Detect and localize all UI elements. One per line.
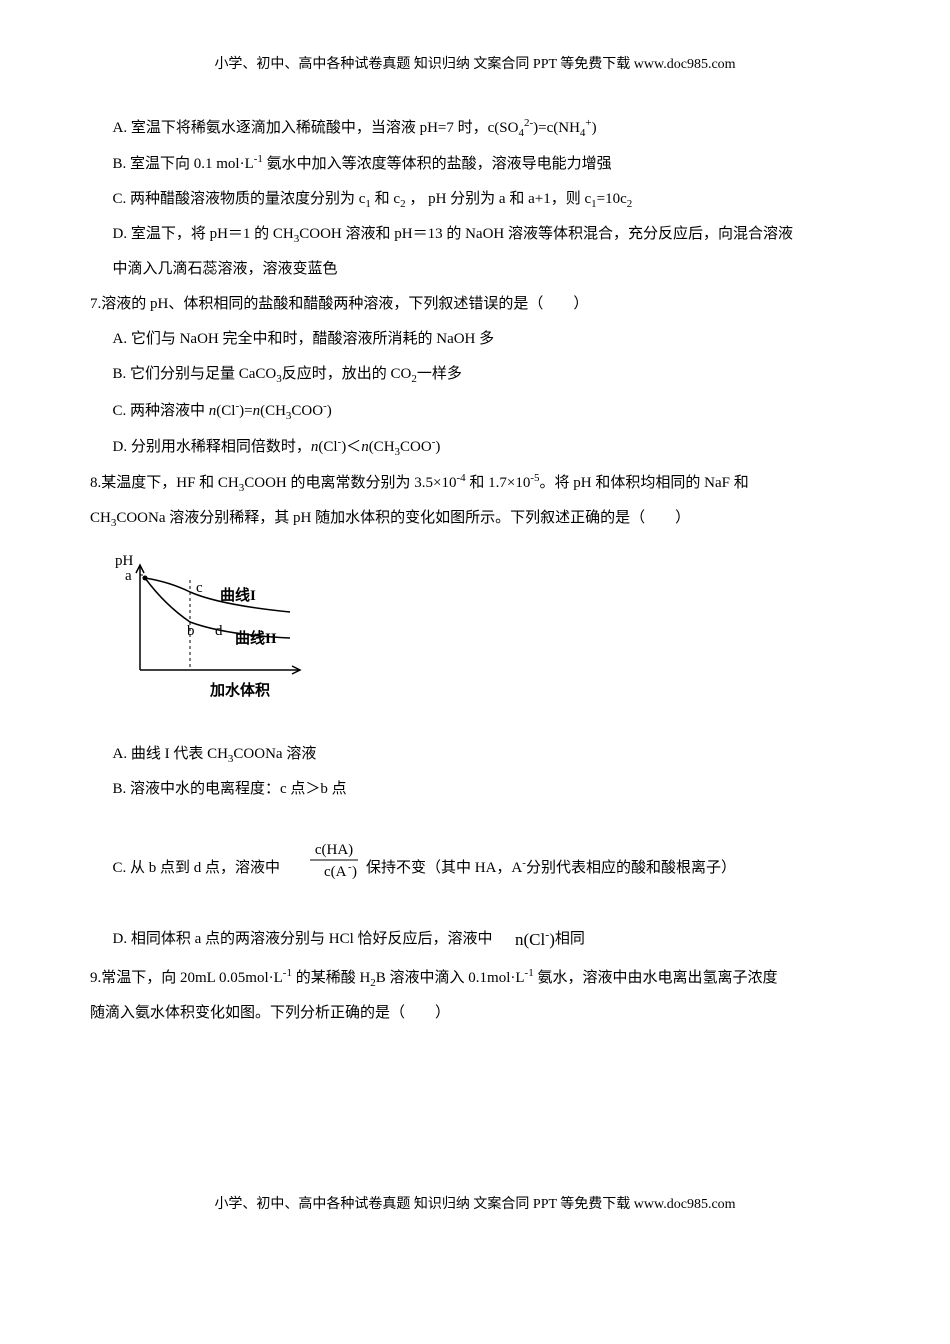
ncl-formula: n(Cl-)	[493, 921, 555, 958]
svg-text:c: c	[196, 580, 203, 596]
q8-option-b: B. 溶液中水的电离程度：c 点＞b 点	[90, 773, 860, 806]
svg-text:曲线I: 曲线I	[220, 586, 256, 604]
q8-option-c: C. 从 b 点到 d 点，溶液中 c(HA) c(A - ) 保持不变（其中 …	[90, 840, 860, 897]
question-7: 7.溶液的 pH、体积相同的盐酸和醋酸两种溶液，下列叙述错误的是（ ）	[90, 288, 860, 321]
page-header: 小学、初中、高中各种试卷真题 知识归纳 文案合同 PPT 等免费下载 www.d…	[90, 50, 860, 81]
svg-text:加水体积: 加水体积	[209, 681, 270, 699]
q8-option-d: D. 相同体积 a 点的两溶液分别与 HCl 恰好反应后，溶液中n(Cl-)相同	[90, 921, 860, 958]
q7-option-d: D. 分别用水稀释相同倍数时，n(Cl-)＜n(CH3COO-)	[90, 430, 860, 464]
question-9-cont: 随滴入氨水体积变化如图。下列分析正确的是（ ）	[90, 997, 860, 1030]
ph-chart: pHa b c d 曲线I 曲线II 加水体积	[110, 550, 860, 723]
svg-text:c(HA): c(HA)	[315, 842, 353, 858]
svg-text:b: b	[187, 623, 195, 639]
question-8-cont: CH3COONa 溶液分别稀释，其 pH 随加水体积的变化如图所示。下列叙述正确…	[90, 502, 860, 535]
question-8: 8.某温度下，HF 和 CH3COOH 的电离常数分别为 3.5×10-4 和 …	[90, 466, 860, 500]
q7-option-a: A. 它们与 NaOH 完全中和时，醋酸溶液所消耗的 NaOH 多	[90, 323, 860, 356]
svg-text:c(A: c(A	[324, 864, 347, 880]
q7-option-c: C. 两种溶液中 n(Cl-)=n(CH3COO-)	[90, 394, 860, 428]
svg-text:): )	[352, 864, 357, 880]
q8-option-a: A. 曲线 I 代表 CH3COONa 溶液	[90, 738, 860, 771]
fraction-cha: c(HA) c(A - )	[284, 840, 363, 897]
page-footer: 小学、初中、高中各种试卷真题 知识归纳 文案合同 PPT 等免费下载 www.d…	[90, 1190, 860, 1221]
option-c: C. 两种醋酸溶液物质的量浓度分别为 c1 和 c2 ， pH 分别为 a 和 …	[90, 183, 860, 216]
svg-text:d: d	[215, 623, 223, 639]
svg-text:a: a	[125, 568, 132, 584]
svg-text:pH: pH	[115, 553, 134, 569]
option-d-cont: 中滴入几滴石蕊溶液，溶液变蓝色	[90, 253, 860, 286]
q7-option-b: B. 它们分别与足量 CaCO3反应时，放出的 CO2一样多	[90, 358, 860, 391]
svg-text:曲线II: 曲线II	[235, 629, 277, 647]
option-b: B. 室温下向 0.1 mol·L-1 氨水中加入等浓度等体积的盐酸，溶液导电能…	[90, 147, 860, 181]
question-9: 9.常温下，向 20mL 0.05mol·L-1 的某稀酸 H2B 溶液中滴入 …	[90, 961, 860, 995]
option-a: A. 室温下将稀氨水逐滴加入稀硫酸中，当溶液 pH=7 时，c(SO42-)=c…	[90, 111, 860, 145]
option-d: D. 室温下，将 pH＝1 的 CH3COOH 溶液和 pH＝13 的 NaOH…	[90, 218, 860, 251]
